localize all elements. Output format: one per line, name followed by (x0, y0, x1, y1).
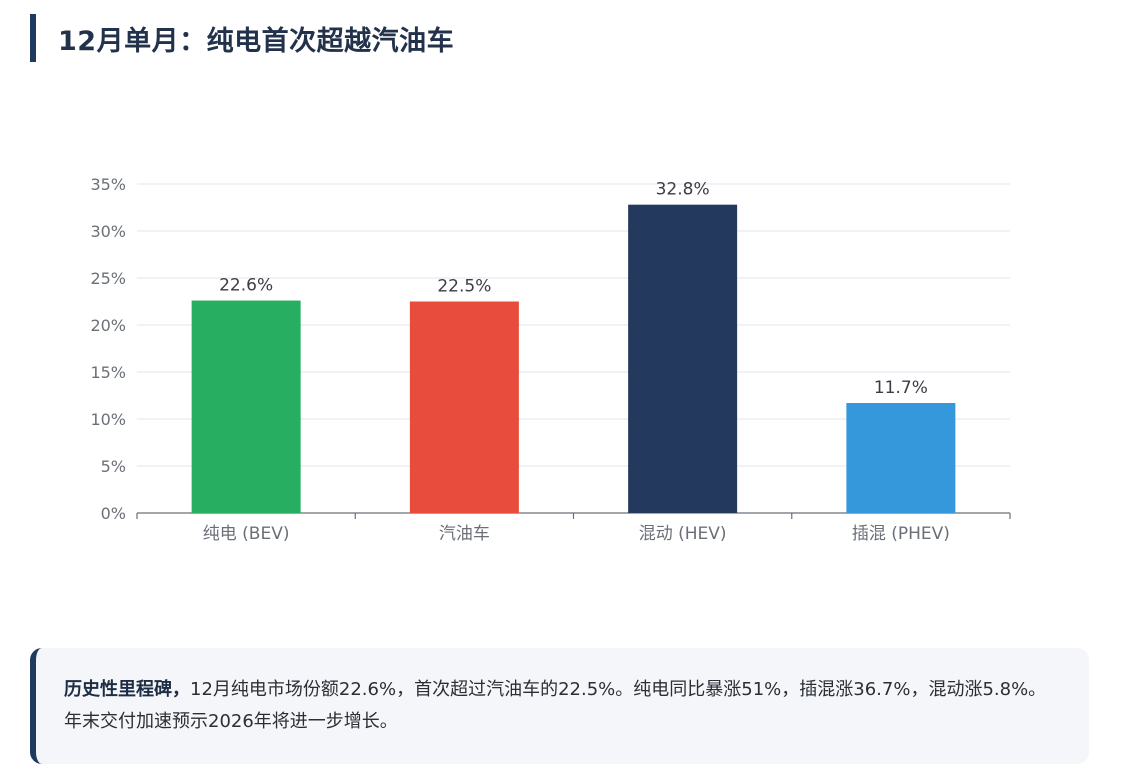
y-tick-label: 35% (90, 175, 126, 194)
bar (628, 204, 738, 513)
y-tick-label: 15% (90, 363, 126, 382)
y-tick-label: 30% (90, 222, 126, 241)
bar (409, 301, 519, 513)
note-text: 12月纯电市场份额22.6%，首次超过汽油车的22.5%。纯电同比暴涨51%，插… (64, 679, 1047, 732)
data-label: 32.8% (656, 180, 710, 200)
summary-note: 历史性里程碑，12月纯电市场份额22.6%，首次超过汽油车的22.5%。纯电同比… (30, 648, 1089, 764)
x-tick-label: 插混 (PHEV) (852, 524, 950, 544)
data-label: 22.6% (219, 276, 273, 296)
x-tick-label: 混动 (HEV) (639, 524, 727, 544)
x-tick-label: 纯电 (BEV) (203, 524, 290, 544)
data-label: 11.7% (874, 378, 928, 398)
y-tick-label: 10% (90, 410, 126, 429)
y-tick-label: 0% (101, 504, 126, 523)
bar (191, 300, 301, 513)
bar-chart: 0% 5% 10% 15% 20% 25% 30% 35% 22.6% 纯电 (BEV) 22.5%… (90, 175, 1011, 544)
y-tick-label: 20% (90, 316, 126, 335)
note-highlight: 历史性里程碑， (64, 679, 190, 700)
y-tick-label: 5% (101, 457, 126, 476)
page-title: 12月单月：纯电首次超越汽油车 (58, 25, 455, 57)
title-bar: 12月单月：纯电首次超越汽油车 (30, 14, 454, 62)
y-tick-label: 25% (90, 269, 126, 288)
data-label: 22.5% (437, 277, 491, 297)
x-tick-label: 汽油车 (439, 524, 490, 544)
bar (846, 403, 956, 513)
